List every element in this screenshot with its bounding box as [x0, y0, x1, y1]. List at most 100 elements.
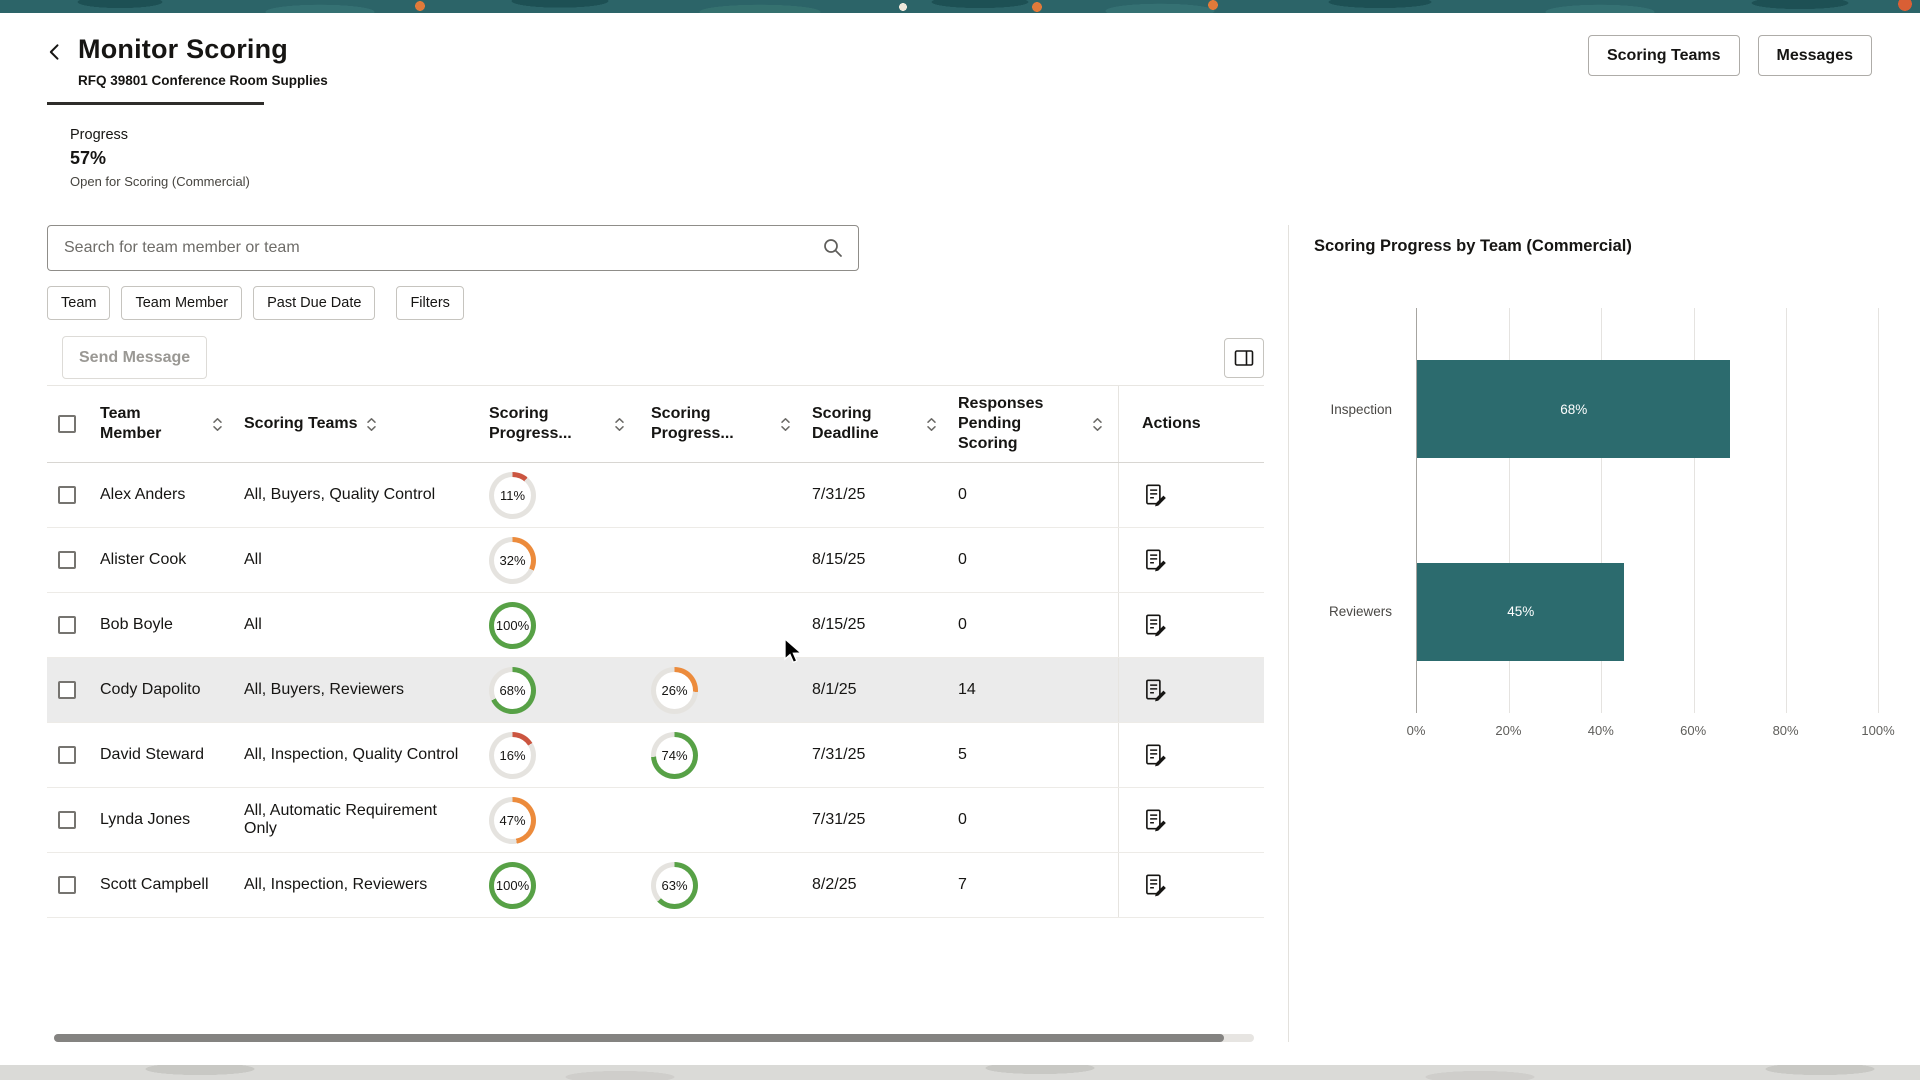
team-member-cell: Alex Anders — [100, 486, 186, 503]
column-header-team-member[interactable]: Team Member — [94, 386, 238, 462]
column-label: Responses Pending Scoring — [958, 395, 1044, 452]
table-header: Team Member Scoring Teams Scoring Progre… — [47, 385, 1264, 463]
title-block: Monitor Scoring RFQ 39801 Conference Roo… — [78, 33, 328, 88]
axis-tick-label: 80% — [1772, 723, 1799, 738]
sort-icon[interactable] — [925, 415, 938, 434]
chart-category-label: Inspection — [1330, 401, 1392, 417]
progress-summary: Progress 57% Open for Scoring (Commercia… — [70, 127, 1920, 189]
table-row[interactable]: Bob Boyle All 100% 8/15/25 0 — [47, 593, 1264, 658]
scoring-teams-cell: All, Automatic Requirement Only — [244, 802, 437, 837]
scoring-deadline-cell: 8/15/25 — [812, 616, 866, 633]
score-sheet-icon — [1146, 809, 1166, 832]
table-row[interactable]: Scott Campbell All, Inspection, Reviewers… — [47, 853, 1264, 918]
sort-icon[interactable] — [211, 415, 224, 434]
score-responses-action[interactable] — [1142, 872, 1168, 898]
progress-donut: 11% — [489, 471, 536, 519]
scoring-teams-button[interactable]: Scoring Teams — [1587, 35, 1740, 76]
actions-cell — [1118, 723, 1264, 787]
bottom-decorative-band — [0, 1065, 1920, 1080]
column-header-responses-pending[interactable]: Responses Pending Scoring — [952, 386, 1118, 462]
row-checkbox[interactable] — [58, 876, 76, 894]
messages-button[interactable]: Messages — [1757, 35, 1872, 76]
scoring-progress-2-cell — [640, 463, 806, 527]
row-checkbox[interactable] — [58, 811, 76, 829]
column-header-scoring-teams[interactable]: Scoring Teams — [238, 386, 478, 462]
team-member-cell: Lynda Jones — [100, 811, 191, 828]
row-checkbox[interactable] — [58, 746, 76, 764]
sort-icon[interactable] — [613, 415, 626, 434]
score-sheet-icon — [1146, 744, 1166, 767]
filter-chip-team[interactable]: Team — [47, 286, 111, 320]
table-row[interactable]: Cody Dapolito All, Buyers, Reviewers 68% 26… — [47, 658, 1264, 723]
progress-donut-value: 32% — [494, 541, 531, 579]
progress-donut-value: 63% — [656, 866, 693, 904]
row-checkbox[interactable] — [58, 551, 76, 569]
scoring-teams-cell: All, Buyers, Quality Control — [244, 486, 436, 503]
scoring-progress-1-cell: 32% — [478, 528, 640, 592]
filter-chip-past-due-date[interactable]: Past Due Date — [253, 286, 376, 320]
score-responses-action[interactable] — [1142, 742, 1168, 768]
scoring-deadline-cell: 7/31/25 — [812, 486, 866, 503]
column-manager-button[interactable] — [1224, 337, 1264, 378]
chart-bar: 68% — [1417, 360, 1731, 459]
main-panel: Team Team Member Past Due Date Filters S… — [0, 225, 1288, 1042]
column-layout-icon — [1234, 349, 1254, 366]
table-row[interactable]: Alex Anders All, Buyers, Quality Control 1… — [47, 463, 1264, 528]
progress-donut-value: 16% — [494, 736, 531, 774]
row-checkbox[interactable] — [58, 486, 76, 504]
team-member-cell: David Steward — [100, 746, 205, 763]
filters-button[interactable]: Filters — [396, 286, 464, 320]
row-checkbox[interactable] — [58, 616, 76, 634]
score-sheet-icon — [1146, 549, 1166, 572]
column-header-scoring-deadline[interactable]: Scoring Deadline — [806, 386, 952, 462]
send-message-button[interactable]: Send Message — [62, 336, 208, 379]
chart-plot: 68% 45% — [1416, 308, 1879, 713]
progress-donut: 16% — [489, 731, 536, 779]
progress-donut: 100% — [489, 861, 536, 909]
column-header-scoring-progress-2[interactable]: Scoring Progress... — [640, 386, 806, 462]
progress-donut: 63% — [651, 861, 698, 909]
scoring-progress-1-cell: 11% — [478, 463, 640, 527]
page-subtitle: RFQ 39801 Conference Room Supplies — [78, 73, 328, 88]
sort-icon[interactable] — [1091, 415, 1104, 434]
actions-cell — [1118, 788, 1264, 852]
table-row[interactable]: Alister Cook All 32% 8/15/25 0 — [47, 528, 1264, 593]
scoring-progress-1-cell: 100% — [478, 593, 640, 657]
table-row[interactable]: David Steward All, Inspection, Quality Co… — [47, 723, 1264, 788]
row-checkbox-cell — [47, 593, 94, 657]
column-header-scoring-progress-1[interactable]: Scoring Progress... — [478, 386, 640, 462]
scoring-table: Team Member Scoring Teams Scoring Progre… — [47, 385, 1264, 918]
select-all-checkbox[interactable] — [58, 415, 76, 433]
chart-gridline — [1693, 308, 1695, 713]
scoring-progress-2-cell: 74% — [640, 723, 806, 787]
row-checkbox[interactable] — [58, 681, 76, 699]
scoring-deadline-cell: 7/31/25 — [812, 746, 866, 763]
column-header-actions: Actions — [1118, 386, 1264, 462]
score-responses-action[interactable] — [1142, 612, 1168, 638]
row-checkbox-cell — [47, 788, 94, 852]
progress-donut: 32% — [489, 536, 536, 584]
actions-cell — [1118, 658, 1264, 722]
scrollbar-thumb[interactable] — [54, 1034, 1224, 1042]
filter-chip-team-member[interactable]: Team Member — [121, 286, 243, 320]
column-label: Scoring Progress... — [489, 405, 572, 442]
scoring-teams-cell: All — [244, 616, 262, 633]
scoring-teams-cell: All — [244, 551, 262, 568]
table-row[interactable]: Lynda Jones All, Automatic Requirement On… — [47, 788, 1264, 853]
search-input[interactable] — [47, 225, 859, 271]
chart-bars: 68% 45% — [1417, 308, 1878, 713]
progress-donut-value: 100% — [494, 606, 531, 644]
score-responses-action[interactable] — [1142, 482, 1168, 508]
score-responses-action[interactable] — [1142, 677, 1168, 703]
scoring-progress-1-cell: 16% — [478, 723, 640, 787]
back-button[interactable] — [40, 35, 70, 69]
progress-donut: 47% — [489, 796, 536, 844]
score-responses-action[interactable] — [1142, 547, 1168, 573]
chart-category-label: Reviewers — [1328, 604, 1392, 620]
score-responses-action[interactable] — [1142, 807, 1168, 833]
scoring-progress-1-cell: 47% — [478, 788, 640, 852]
scoring-deadline-cell: 7/31/25 — [812, 811, 866, 828]
sort-icon[interactable] — [779, 415, 792, 434]
team-member-cell: Cody Dapolito — [100, 681, 201, 698]
sort-icon[interactable] — [365, 415, 378, 434]
